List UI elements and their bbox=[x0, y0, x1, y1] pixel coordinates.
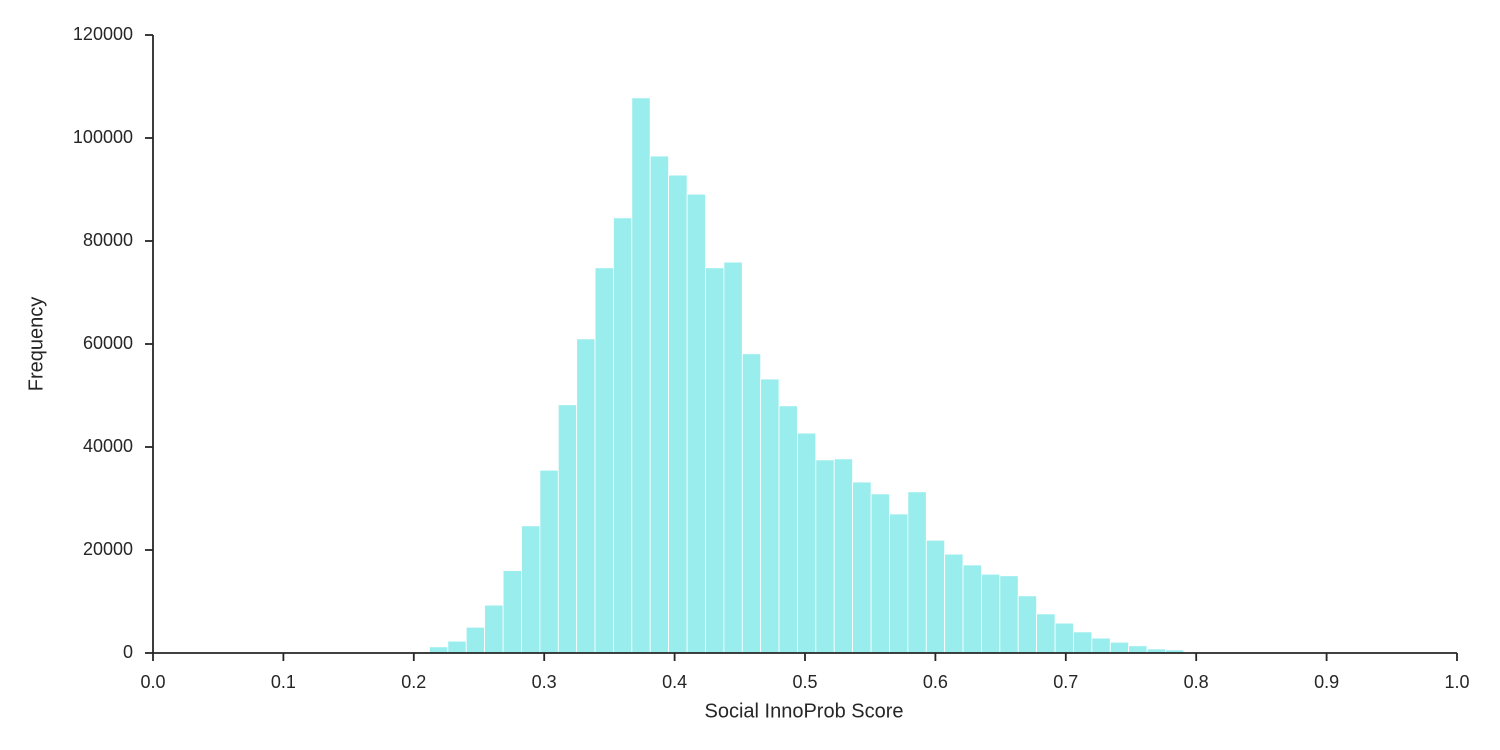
x-tick-label: 0.9 bbox=[1314, 672, 1339, 692]
bar bbox=[870, 493, 890, 654]
bar bbox=[815, 459, 835, 654]
x-tick-label: 0.4 bbox=[662, 672, 687, 692]
bar bbox=[925, 539, 946, 654]
x-tick-label: 0.2 bbox=[401, 672, 426, 692]
y-tick-label: 120000 bbox=[73, 24, 133, 44]
x-tick-label: 0.7 bbox=[1053, 672, 1078, 692]
bar bbox=[1109, 641, 1130, 654]
bar bbox=[778, 405, 798, 654]
bar bbox=[668, 174, 688, 654]
bar bbox=[649, 155, 670, 654]
x-tick-label: 0.1 bbox=[271, 672, 296, 692]
x-tick-label: 1.0 bbox=[1444, 672, 1469, 692]
y-tick-label: 0 bbox=[123, 642, 133, 662]
bar bbox=[760, 378, 780, 654]
bar bbox=[962, 564, 982, 654]
x-tick-label: 0.0 bbox=[140, 672, 165, 692]
bar bbox=[594, 267, 614, 654]
bar bbox=[907, 491, 927, 654]
bar bbox=[576, 338, 596, 654]
bar bbox=[833, 458, 853, 654]
y-tick-label: 20000 bbox=[83, 539, 133, 559]
bar bbox=[686, 193, 706, 654]
bar bbox=[741, 353, 762, 654]
bar bbox=[852, 481, 872, 654]
y-tick-label: 60000 bbox=[83, 333, 133, 353]
bar bbox=[631, 97, 651, 654]
bar bbox=[1073, 631, 1093, 654]
bar bbox=[1036, 613, 1056, 654]
bar bbox=[429, 646, 449, 654]
x-axis-label: Social InnoProb Score bbox=[704, 700, 903, 722]
bar bbox=[1091, 637, 1111, 654]
bar bbox=[944, 553, 964, 654]
bar bbox=[502, 570, 522, 654]
bar bbox=[1054, 622, 1074, 654]
y-tick-label: 80000 bbox=[83, 230, 133, 250]
bar bbox=[797, 432, 817, 654]
y-tick-label: 100000 bbox=[73, 127, 133, 147]
bar bbox=[539, 469, 559, 654]
bar bbox=[613, 217, 633, 654]
bar bbox=[465, 626, 486, 654]
bar bbox=[447, 640, 467, 654]
y-axis-label: Frequency bbox=[25, 297, 47, 392]
bar bbox=[723, 261, 743, 654]
x-tick-label: 0.5 bbox=[792, 672, 817, 692]
bar bbox=[1017, 595, 1037, 654]
x-tick-label: 0.8 bbox=[1184, 672, 1209, 692]
bar bbox=[484, 604, 504, 654]
y-tick-label: 40000 bbox=[83, 436, 133, 456]
bar bbox=[1128, 645, 1148, 654]
bar bbox=[999, 575, 1019, 654]
bar bbox=[981, 573, 1001, 654]
x-tick-label: 0.6 bbox=[923, 672, 948, 692]
bar bbox=[889, 513, 909, 654]
bar bbox=[705, 267, 725, 654]
bar bbox=[557, 404, 578, 654]
bar bbox=[521, 525, 541, 654]
x-tick-label: 0.3 bbox=[532, 672, 557, 692]
